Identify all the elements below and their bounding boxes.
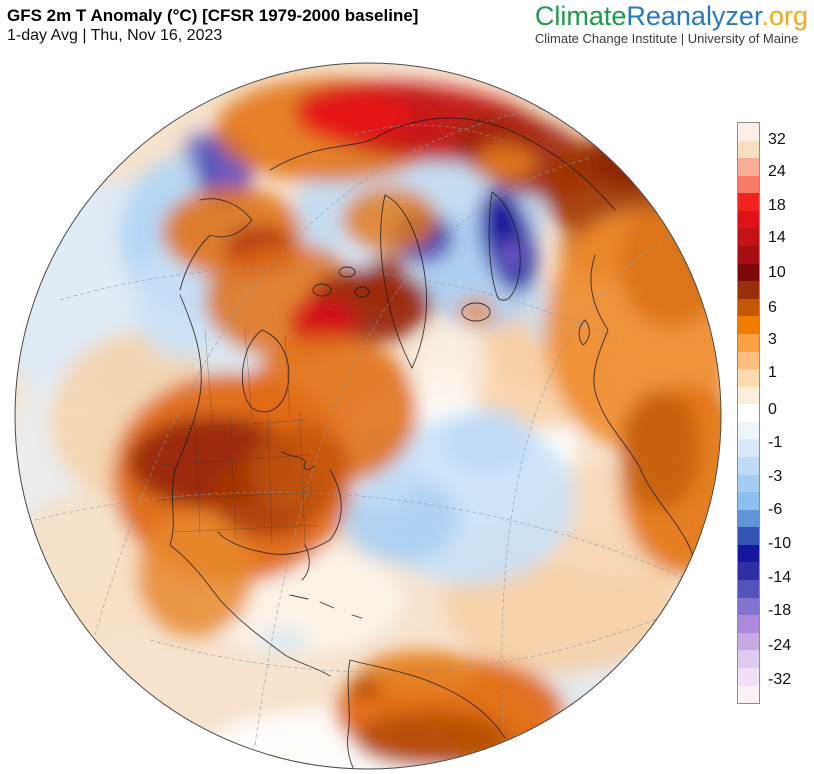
colorbar-segment — [738, 544, 759, 563]
colorbar-labels: 32 24 18 14 10 6 3 1 0 -1 -3 -6 -10 -14 -18 -24 -32 — [768, 122, 812, 702]
colorbar-label: 0 — [768, 401, 777, 419]
colorbar-segment — [738, 281, 759, 299]
page-title: GFS 2m T Anomaly (°C) [CFSR 1979-2000 ba… — [7, 6, 419, 25]
colorbar-segment — [738, 632, 759, 651]
colorbar-segment — [738, 650, 759, 668]
colorbar-segment — [738, 597, 759, 616]
logo-org: .org — [761, 1, 808, 31]
colorbar-segment — [738, 615, 759, 633]
colorbar-segment — [738, 193, 759, 211]
colorbar-segment — [738, 246, 759, 264]
logo-tagline: Climate Change Institute | University of… — [534, 31, 799, 47]
colorbar-segment — [738, 509, 759, 528]
colorbar-label: 32 — [768, 130, 786, 148]
coastline-outlines — [169, 117, 707, 769]
colorbar-label: 14 — [768, 229, 786, 246]
colorbar-segment — [738, 439, 759, 457]
colorbar-label: -14 — [768, 568, 792, 586]
colorbar-segment — [738, 210, 759, 229]
state-boundary-lines — [157, 329, 319, 549]
colorbar-segment — [738, 527, 759, 545]
page-subtitle: 1-day Avg | Thu, Nov 16, 2023 — [7, 27, 223, 45]
colorbar-segment — [738, 369, 759, 387]
colorbar-label: 3 — [768, 331, 777, 349]
colorbar-segment — [738, 123, 759, 141]
colorbar-segment — [738, 456, 759, 475]
colorbar-segment — [738, 667, 759, 686]
colorbar-segment — [738, 175, 759, 194]
colorbar-label: -24 — [768, 636, 792, 654]
logo-reanalyzer: Reanalyzer — [626, 1, 762, 31]
colorbar-label: 1 — [768, 364, 777, 382]
colorbar-segment — [738, 492, 759, 510]
colorbar-label: 24 — [768, 162, 786, 180]
colorbar-segment — [738, 474, 759, 493]
colorbar-label: 18 — [768, 197, 786, 215]
site-logo[interactable]: ClimateReanalyzer.org Climate Change Ins… — [534, 2, 808, 47]
colorbar-segment — [738, 404, 759, 422]
colorbar-label: -3 — [768, 467, 783, 485]
colorbar-label: -10 — [768, 535, 792, 553]
colorbar-segment — [738, 140, 759, 159]
colorbar-label: 10 — [768, 263, 786, 281]
logo-climate: Climate — [534, 1, 627, 31]
globe-rim — [14, 62, 722, 770]
colorbar — [737, 122, 760, 704]
logo-wordmark[interactable]: ClimateReanalyzer.org — [535, 2, 808, 30]
colorbar-segment — [738, 228, 759, 247]
colorbar-label: -18 — [768, 601, 792, 619]
colorbar-segment — [738, 562, 759, 581]
colorbar-segment — [738, 386, 759, 405]
colorbar-segment — [738, 316, 759, 334]
colorbar-label: -1 — [768, 433, 783, 451]
colorbar-segment — [738, 685, 759, 704]
colorbar-segment — [738, 333, 759, 352]
colorbar-segment — [738, 421, 759, 440]
graticule-lines — [34, 107, 701, 758]
colorbar-segment — [738, 263, 759, 282]
colorbar-label: -6 — [768, 501, 783, 519]
colorbar-legend: 32 24 18 14 10 6 3 1 0 -1 -3 -6 -10 -14 -18 -24 -32 — [737, 122, 812, 704]
colorbar-label: 6 — [768, 299, 777, 317]
map-header: GFS 2m T Anomaly (°C) [CFSR 1979-2000 ba… — [7, 5, 418, 47]
colorbar-segment — [738, 298, 759, 317]
colorbar-label: -32 — [768, 670, 792, 688]
colorbar-segment — [738, 580, 759, 598]
colorbar-segment — [738, 351, 759, 370]
colorbar-segment — [738, 158, 759, 176]
